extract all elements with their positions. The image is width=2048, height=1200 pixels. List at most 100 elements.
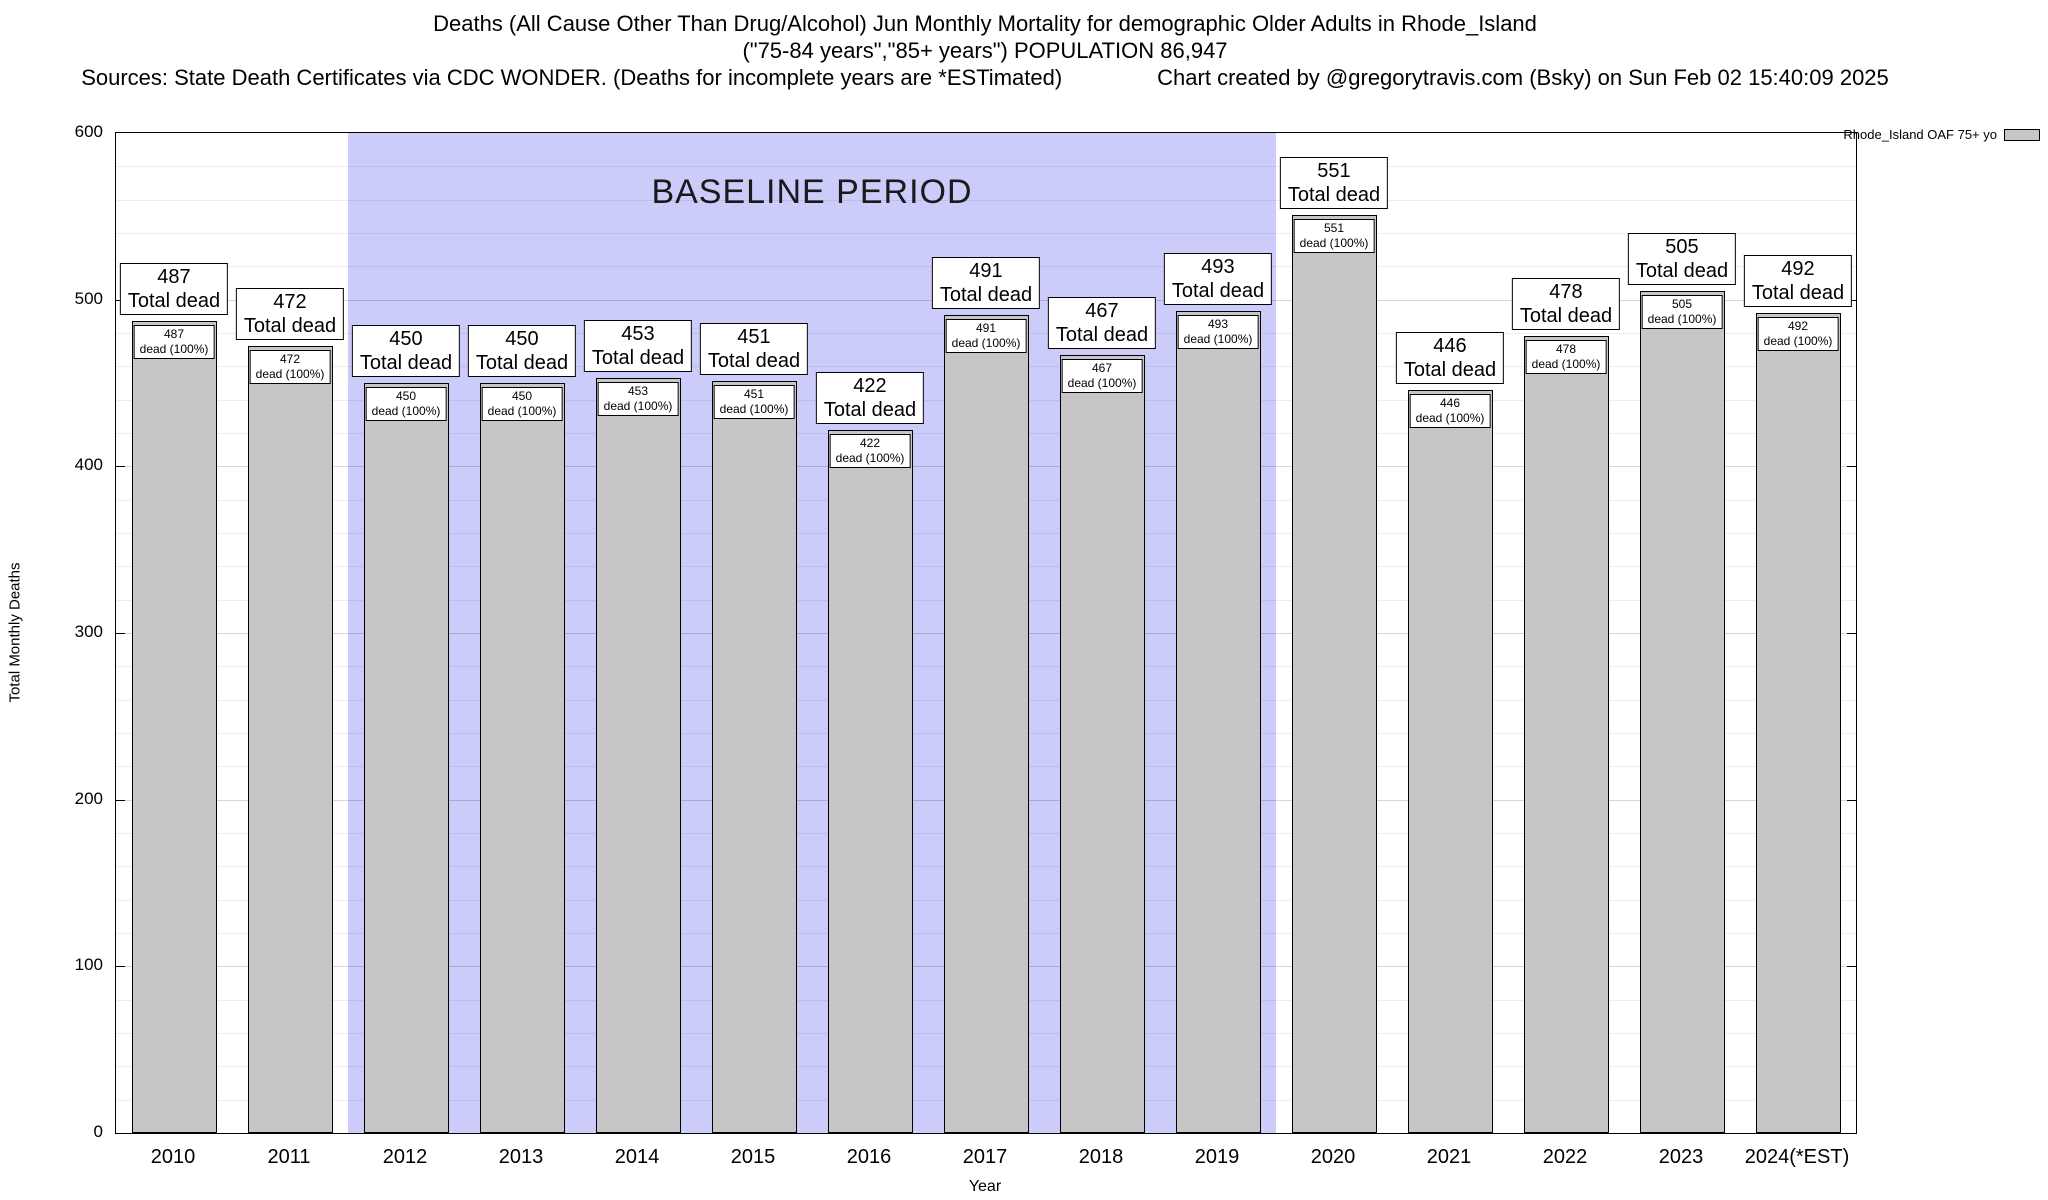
bar-inner-value: 422	[859, 435, 881, 450]
bar-total-label: 491 Total dead	[931, 256, 1041, 309]
bar-inner-suffix: dead (100%)	[1183, 332, 1253, 347]
bar-total-value: 446	[1433, 334, 1467, 357]
bar-total-suffix: Total dead	[1171, 280, 1265, 303]
x-tick-label: 2014	[614, 1146, 660, 1168]
bar-total-label: 505 Total dead	[1627, 233, 1737, 286]
bar	[827, 429, 913, 1133]
minor-gridline	[116, 166, 1856, 168]
bar-total-value: 450	[505, 328, 539, 350]
bar-total-label: 422 Total dead	[815, 371, 925, 424]
minor-gridline	[116, 199, 1856, 201]
bar-inner-suffix: dead (100%)	[371, 404, 441, 418]
bar-inner-label: 492 dead (100%)	[1757, 317, 1839, 351]
bar-total-suffix: Total dead	[1635, 260, 1729, 283]
bar-inner-value: 472	[279, 352, 301, 367]
x-tick-label: 2024(*EST)	[1744, 1146, 1850, 1168]
x-tick-label: 2023	[1658, 1146, 1704, 1168]
bar-total-value: 492	[1781, 258, 1815, 280]
bar-total-label: 487 Total dead	[119, 263, 229, 316]
bar-inner-label: 493 dead (100%)	[1177, 315, 1259, 350]
bar-inner-label: 450 dead (100%)	[481, 387, 563, 421]
bar-inner-suffix: dead (100%)	[1299, 235, 1369, 250]
bar-total-suffix: Total dead	[243, 315, 337, 338]
bar-inner-value: 493	[1207, 317, 1229, 332]
bar-total-label: 451 Total dead	[699, 323, 809, 376]
y-tick-mark	[1847, 799, 1856, 801]
bar-inner-label: 478 dead (100%)	[1525, 340, 1607, 375]
y-tick-label: 500	[74, 288, 103, 308]
bar-total-label: 493 Total dead	[1163, 253, 1273, 306]
bar	[1291, 214, 1377, 1133]
bar-total-suffix: Total dead	[1751, 282, 1845, 304]
y-tick-mark	[116, 633, 125, 634]
x-tick-label: 2012	[382, 1146, 428, 1168]
bar-inner-label: 467 dead (100%)	[1061, 358, 1143, 393]
minor-gridline	[116, 233, 1856, 234]
bar-inner-suffix: dead (100%)	[255, 367, 325, 382]
bar-total-label: 450 Total dead	[351, 325, 461, 377]
x-tick-label: 2010	[150, 1146, 196, 1168]
bar-inner-suffix: dead (100%)	[603, 399, 673, 413]
y-axis-ticks: 0 100 200 300 400 500 600	[0, 0, 105, 1200]
y-tick-label: 400	[74, 455, 103, 475]
bar-inner-suffix: dead (100%)	[1763, 334, 1833, 348]
bar-total-suffix: Total dead	[1287, 183, 1381, 206]
bar-inner-value: 450	[511, 389, 533, 403]
bar	[1175, 311, 1261, 1133]
x-tick-label: 2020	[1310, 1146, 1356, 1168]
bar-total-label: 453 Total dead	[583, 320, 693, 372]
bar-inner-value: 551	[1323, 220, 1345, 235]
bar-total-value: 451	[737, 326, 771, 349]
x-axis-title: Year	[968, 1178, 1002, 1195]
bar-inner-suffix: dead (100%)	[1067, 375, 1137, 390]
bar-inner-label: 472 dead (100%)	[249, 350, 331, 385]
y-tick-label: 600	[74, 122, 103, 141]
bar-inner-value: 478	[1555, 342, 1577, 357]
bar-total-label: 450 Total dead	[467, 325, 577, 377]
bar-inner-suffix: dead (100%)	[1531, 357, 1601, 372]
bar-total-label: 472 Total dead	[235, 288, 345, 341]
bar-total-label: 467 Total dead	[1047, 296, 1157, 349]
bar-inner-value: 467	[1091, 360, 1113, 375]
y-tick-mark	[116, 799, 125, 801]
bar	[1523, 336, 1609, 1133]
y-tick-label: 100	[74, 955, 103, 975]
y-tick-mark	[1847, 633, 1856, 634]
bar	[479, 383, 565, 1133]
y-tick-label: 0	[93, 1122, 103, 1141]
bar-total-suffix: Total dead	[475, 352, 569, 374]
bar	[1059, 354, 1145, 1133]
x-tick-label: 2019	[1194, 1146, 1240, 1168]
bar-total-label: 478 Total dead	[1511, 278, 1621, 331]
bar-total-value: 487	[157, 266, 191, 289]
y-tick-label: 200	[74, 788, 103, 808]
y-tick-mark	[1847, 466, 1856, 468]
chart-sources: Sources: State Death Certificates via CD…	[81, 65, 1063, 90]
x-axis-ticks: 2010 2011 2012 2013 2014 2015 2016 2017 2018 2019…	[0, 1146, 2048, 1176]
bar-inner-label: 551 dead (100%)	[1293, 218, 1375, 253]
bar-total-value: 551	[1317, 159, 1351, 182]
bar-total-value: 472	[273, 291, 307, 314]
bar-total-value: 491	[969, 259, 1003, 282]
bar-total-value: 478	[1549, 281, 1583, 304]
bar-inner-label: 453 dead (100%)	[597, 382, 679, 416]
bar-total-value: 493	[1201, 256, 1235, 279]
bar-total-label: 446 Total dead	[1395, 331, 1505, 384]
bar-inner-label: 450 dead (100%)	[365, 387, 447, 421]
y-tick-mark	[1847, 966, 1856, 968]
bar-inner-value: 487	[163, 327, 185, 342]
bar-total-suffix: Total dead	[707, 350, 801, 373]
bar-total-value: 505	[1665, 236, 1699, 259]
bar	[1639, 291, 1725, 1133]
chart-meta-line: Sources: State Death Certificates via CD…	[0, 64, 1970, 91]
y-tick-label: 300	[74, 622, 103, 641]
bar	[1755, 313, 1841, 1133]
bar-inner-suffix: dead (100%)	[139, 342, 209, 357]
bar-total-value: 467	[1085, 299, 1119, 322]
y-tick-mark	[116, 966, 125, 968]
bar-inner-suffix: dead (100%)	[951, 335, 1021, 350]
bar-total-suffix: Total dead	[591, 347, 685, 369]
bar-inner-suffix: dead (100%)	[719, 402, 789, 417]
bar-inner-value: 450	[395, 389, 417, 403]
